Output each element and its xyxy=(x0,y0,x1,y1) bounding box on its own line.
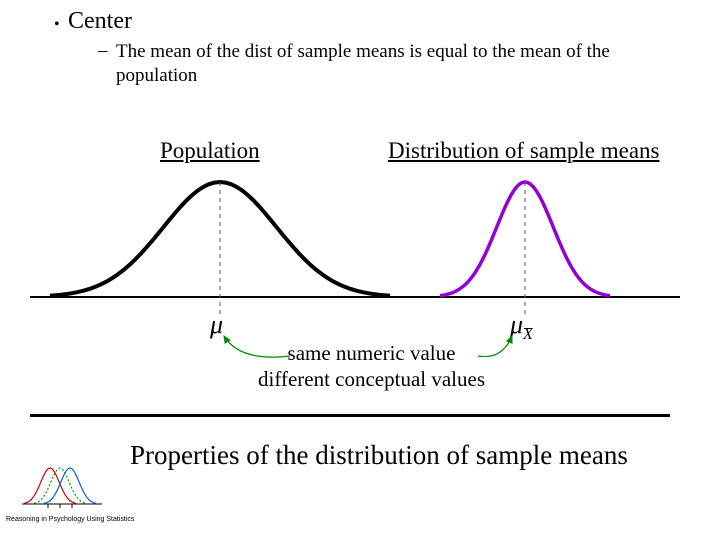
sub-bullet-text: The mean of the dist of sample means is … xyxy=(116,40,676,88)
mu-xbar-symbol: μX xyxy=(510,310,533,344)
label-population: Population xyxy=(160,138,260,164)
mu-symbol-population: μ xyxy=(210,310,223,340)
sub-dash: – xyxy=(98,40,108,62)
divider-line xyxy=(30,414,670,417)
footer-text: Reasoning in Psychology Using Statistics xyxy=(6,516,134,523)
footer-logo xyxy=(18,462,106,520)
bullet-dot: • xyxy=(54,16,60,34)
curves-diagram xyxy=(30,172,680,332)
slide-title: Properties of the distribution of sample… xyxy=(130,440,628,471)
annotation-text: same numeric value different conceptual … xyxy=(258,340,485,393)
label-dist-sample-means: Distribution of sample means xyxy=(388,138,660,164)
bullet-main: Center xyxy=(68,8,132,35)
